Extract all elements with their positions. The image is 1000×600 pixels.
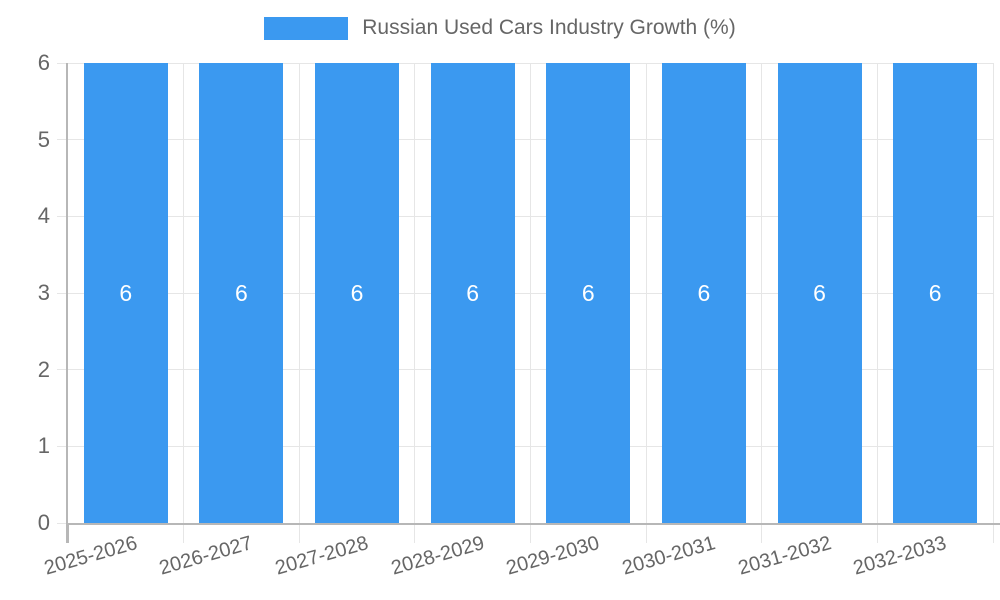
bar[interactable]: 6 <box>661 63 746 523</box>
gridline-vertical <box>761 63 763 523</box>
bar-value-label: 6 <box>235 279 248 306</box>
x-axis-tick <box>645 523 647 543</box>
y-axis-tick <box>57 445 68 447</box>
gridline-vertical <box>645 63 647 523</box>
x-axis-tick <box>761 523 763 543</box>
y-axis-tick-label: 0 <box>37 510 50 535</box>
bar-value-label: 6 <box>581 279 595 306</box>
bar-value-label: 6 <box>697 279 711 306</box>
bar[interactable]: 6 <box>546 63 631 523</box>
bar[interactable]: 6 <box>777 63 862 523</box>
y-axis-tick-label: 4 <box>37 203 50 229</box>
bar-value-label: 6 <box>813 279 826 306</box>
x-axis-tick <box>992 523 994 543</box>
y-axis-tick-label: 5 <box>37 126 50 152</box>
bar-value-label: 6 <box>928 279 942 306</box>
legend-item[interactable]: Russian Used Cars Industry Growth (%) <box>264 16 736 40</box>
x-axis-tick <box>414 523 416 543</box>
gridline-vertical <box>414 63 416 523</box>
y-axis-tick-label: 1 <box>37 433 50 459</box>
gridline-vertical <box>530 63 531 523</box>
y-axis-tick <box>57 215 68 217</box>
x-axis-tick <box>530 523 531 543</box>
y-axis-tick <box>57 522 68 524</box>
gridline-vertical <box>876 63 878 523</box>
bar[interactable]: 6 <box>315 63 400 523</box>
bar[interactable]: 6 <box>199 63 284 523</box>
y-axis-tick-label: 2 <box>37 356 50 382</box>
y-axis-tick <box>57 369 68 371</box>
x-axis-tick <box>298 523 300 543</box>
y-axis-tick <box>57 62 68 64</box>
y-axis-tick-label: 3 <box>37 280 50 305</box>
y-axis-tick <box>57 292 68 294</box>
gridline-vertical <box>183 63 185 523</box>
legend-swatch <box>264 16 349 40</box>
bar-value-label: 6 <box>466 279 480 306</box>
gridline-vertical <box>298 63 300 523</box>
x-axis-line <box>68 523 1000 525</box>
bar-value-label: 6 <box>350 279 364 306</box>
bar[interactable]: 6 <box>83 63 168 523</box>
y-axis-tick-label: 6 <box>37 50 50 75</box>
gridline-vertical <box>992 63 994 523</box>
bar[interactable]: 6 <box>430 63 515 523</box>
y-axis-tick <box>57 139 68 141</box>
bar[interactable]: 6 <box>893 63 978 523</box>
chart-legend: Russian Used Cars Industry Growth (%) <box>0 16 1000 40</box>
legend-label: Russian Used Cars Industry Growth (%) <box>362 16 736 39</box>
x-axis-tick <box>67 523 69 543</box>
x-axis-tick <box>183 523 185 543</box>
y-axis-line <box>66 63 68 543</box>
bar-value-label: 6 <box>119 279 133 306</box>
x-axis-tick <box>876 523 878 543</box>
